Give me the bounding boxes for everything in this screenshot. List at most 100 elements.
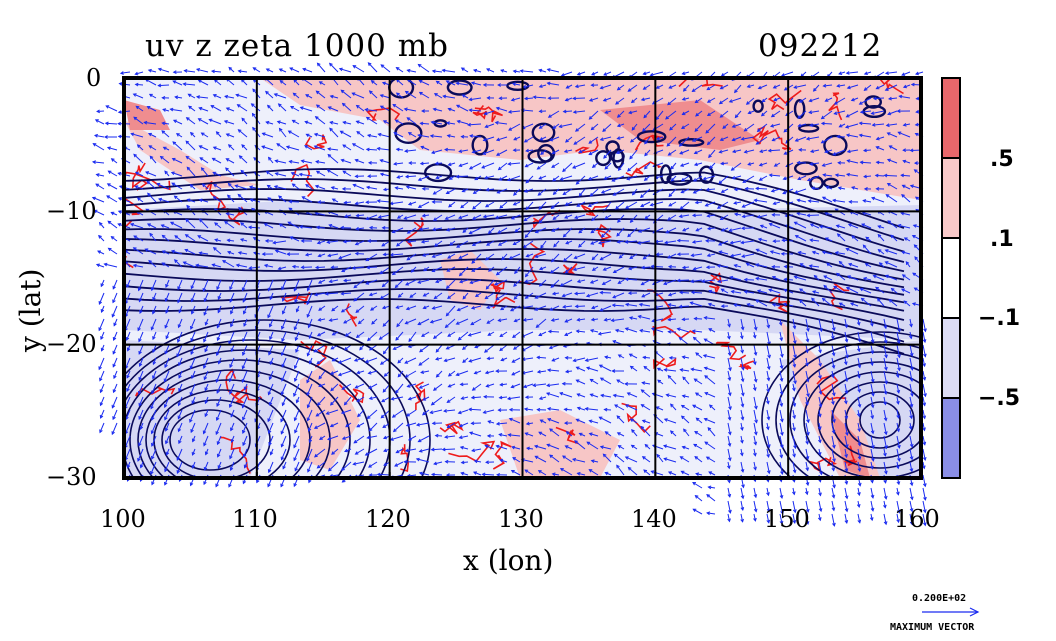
wind-vector	[754, 501, 757, 512]
colorbar-label: −.1	[978, 306, 1020, 331]
wind-vector	[108, 171, 117, 176]
wind-vector	[858, 514, 861, 523]
wind-vector	[819, 501, 822, 511]
wind-vector	[870, 514, 873, 520]
wind-vector	[159, 68, 169, 72]
wind-vector	[923, 358, 926, 366]
wind-vector	[643, 72, 650, 75]
wind-vector	[101, 345, 104, 351]
colorbar	[942, 78, 960, 478]
wind-vector	[114, 319, 117, 326]
wind-vector	[113, 280, 117, 289]
wind-vector	[107, 196, 117, 202]
wind-vector	[93, 161, 104, 164]
wind-vector	[97, 174, 105, 177]
colorbar-segment	[942, 398, 960, 478]
wind-vector	[111, 237, 117, 241]
x-tick-label: 110	[232, 505, 278, 533]
wind-vector	[884, 514, 887, 524]
y-tick-label: 0	[86, 64, 101, 92]
wind-vector	[865, 72, 871, 75]
wind-vector	[100, 384, 104, 392]
wind-vector	[651, 72, 664, 76]
wind-vector	[113, 345, 117, 354]
wind-vector	[923, 319, 926, 331]
wind-vector	[562, 72, 572, 76]
wind-vector	[106, 122, 117, 125]
x-tick-label: 100	[100, 505, 146, 533]
wind-vector	[113, 332, 117, 340]
y-tick-label: −10	[46, 197, 97, 225]
max-vector-value: 0.200E+02	[912, 593, 966, 604]
wind-vector	[149, 69, 156, 72]
wind-vector	[604, 72, 611, 75]
wind-vector	[707, 495, 715, 501]
wind-vector	[857, 501, 860, 507]
colorbar-label: .1	[990, 227, 1014, 252]
wind-vector	[708, 486, 715, 489]
wind-vector	[487, 69, 494, 72]
wind-vector	[741, 501, 744, 510]
wind-vector	[290, 68, 299, 72]
wind-vector	[707, 512, 715, 515]
wind-vector	[184, 70, 195, 73]
wind-vector	[303, 68, 312, 72]
colorbar-segment	[942, 318, 960, 398]
wind-vector	[871, 501, 874, 511]
wind-vector	[113, 410, 117, 419]
wind-vector	[910, 488, 913, 499]
wind-vector	[340, 68, 351, 72]
wind-vector	[96, 120, 104, 124]
wind-vector	[97, 110, 104, 113]
wind-vector	[923, 475, 926, 486]
wind-vector	[108, 184, 117, 189]
y-axis-label: y (lat)	[14, 269, 47, 352]
wind-vector	[923, 410, 926, 418]
wind-vector	[108, 221, 117, 228]
wind-vector	[539, 69, 546, 72]
wind-vector	[767, 488, 770, 495]
wind-vector	[95, 134, 104, 137]
wind-vector	[100, 371, 104, 381]
wind-vector	[101, 280, 104, 286]
wind-vector	[109, 248, 118, 254]
colorbar-segment	[942, 78, 960, 158]
wind-vector	[93, 144, 104, 150]
wind-vector	[104, 263, 117, 267]
wind-vector	[267, 69, 273, 72]
wind-vector	[923, 397, 926, 406]
wind-vector	[101, 306, 104, 312]
wind-vector	[871, 488, 874, 498]
wind-vector	[521, 70, 534, 73]
wind-vector	[902, 72, 910, 75]
wind-vector	[728, 501, 731, 513]
wind-vector	[923, 332, 926, 342]
wind-vector	[100, 223, 104, 228]
wind-vector	[578, 72, 585, 75]
wind-vector	[741, 514, 744, 522]
wind-vector	[695, 496, 702, 501]
wind-vector	[780, 488, 783, 498]
wind-vector	[839, 72, 845, 75]
wind-vector	[818, 514, 821, 520]
plot-title: uv z zeta 1000 mb	[145, 28, 449, 64]
wind-vector	[819, 488, 822, 496]
wind-vector	[112, 423, 117, 434]
x-axis-label: x (lon)	[463, 544, 553, 577]
wind-vector	[886, 72, 897, 75]
wind-vector	[682, 72, 689, 75]
x-tick-label: 130	[498, 505, 544, 533]
wind-vector	[112, 159, 117, 163]
wind-vector	[113, 293, 117, 302]
wind-vector	[722, 72, 728, 76]
wind-vector	[106, 106, 117, 111]
wind-vector	[832, 488, 835, 498]
wind-vector	[782, 72, 793, 76]
wind-vector	[100, 410, 104, 418]
wind-vector	[239, 70, 248, 73]
wind-vector	[108, 147, 117, 150]
x-tick-label: 160	[894, 505, 940, 533]
wind-vector	[916, 72, 923, 75]
wind-vector	[97, 264, 104, 267]
